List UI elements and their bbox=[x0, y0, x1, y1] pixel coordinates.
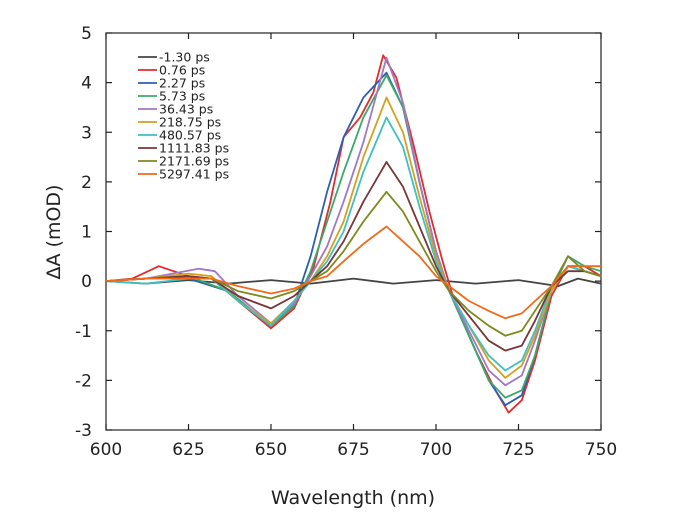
x-tick-label: 750 bbox=[585, 440, 617, 460]
y-tick-label: -2 bbox=[75, 371, 92, 391]
legend-label-0: -1.30 ps bbox=[159, 50, 210, 65]
series-layer bbox=[105, 54, 602, 414]
series-line-7 bbox=[105, 161, 602, 352]
legend-label-9: 5297.41 ps bbox=[159, 167, 229, 182]
y-tick-label: 3 bbox=[81, 123, 92, 143]
legend-label-2: 2.27 ps bbox=[159, 76, 205, 91]
axis-ticks: 600 625 650 675 700 725 750 -3 -2 -1 0 1 2 3 4 5 bbox=[75, 24, 617, 460]
y-tick-label: -1 bbox=[75, 322, 92, 342]
x-tick-label: 725 bbox=[502, 440, 534, 460]
legend-label-5: 218.75 ps bbox=[159, 115, 221, 130]
legend-label-6: 480.57 ps bbox=[159, 128, 221, 143]
y-tick-label: 0 bbox=[81, 272, 92, 292]
legend-label-7: 1111.83 ps bbox=[159, 141, 229, 156]
y-tick-label: -3 bbox=[75, 421, 92, 441]
y-tick-label: 4 bbox=[81, 74, 92, 94]
series-line-6 bbox=[105, 116, 602, 372]
y-tick-label: 1 bbox=[81, 223, 92, 243]
y-tick-label: 5 bbox=[81, 24, 92, 44]
series-line-8 bbox=[105, 190, 602, 337]
legend-label-1: 0.76 ps bbox=[159, 63, 205, 78]
x-tick-label: 600 bbox=[90, 440, 122, 460]
y-axis-title: ΔA (mOD) bbox=[43, 185, 65, 280]
y-tick-label: 2 bbox=[81, 173, 92, 193]
x-tick-label: 650 bbox=[255, 440, 287, 460]
legend-label-4: 36.43 ps bbox=[159, 102, 213, 117]
series-line-9 bbox=[105, 225, 601, 320]
x-tick-label: 625 bbox=[172, 440, 204, 460]
x-tick-label: 700 bbox=[420, 440, 452, 460]
legend-label-8: 2171.69 ps bbox=[159, 154, 229, 169]
series-line-4 bbox=[105, 56, 602, 387]
x-axis-title: Wavelength (nm) bbox=[271, 487, 435, 509]
legend-label-3: 5.73 ps bbox=[159, 89, 205, 104]
x-tick-label: 675 bbox=[337, 440, 369, 460]
